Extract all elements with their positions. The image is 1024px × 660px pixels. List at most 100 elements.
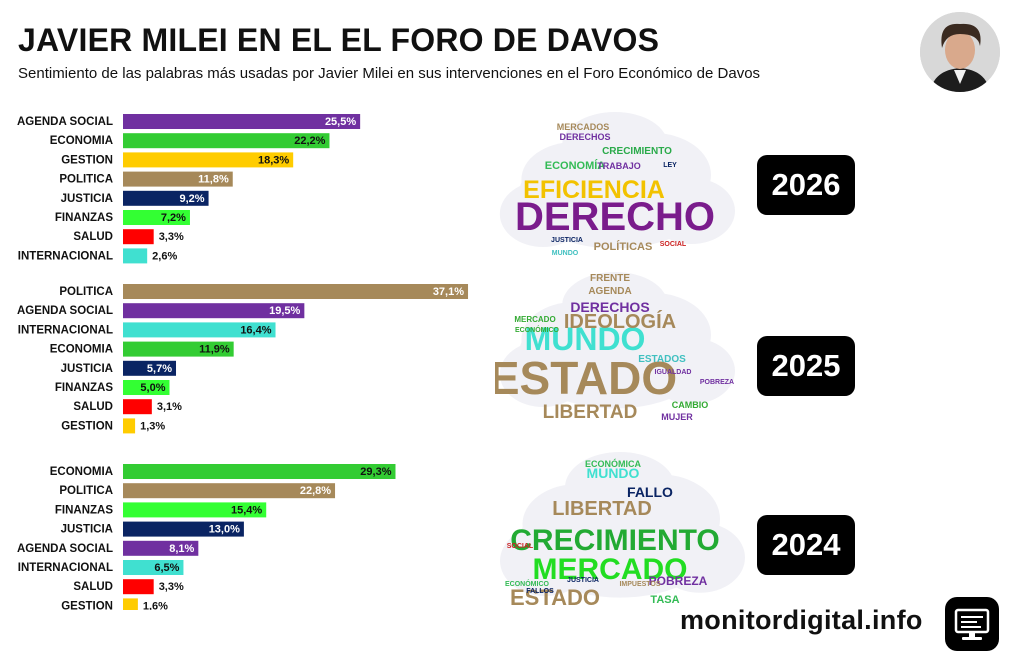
data-label: 25,5% <box>325 116 356 128</box>
category-label: GESTION <box>61 600 113 610</box>
data-label: 3,3% <box>159 581 184 593</box>
cloud-word: FALLO <box>627 484 673 500</box>
bar <box>123 210 190 225</box>
data-label: 5,7% <box>147 363 172 375</box>
cloud-word: MUJER <box>661 412 693 422</box>
cloud-word: MUNDO <box>587 465 640 481</box>
bar-group-2026: AGENDA SOCIAL 25,5% ECONOMIA 22,2% GESTION 18… <box>17 114 361 264</box>
data-label: 16,4% <box>240 324 271 336</box>
cloud-shape <box>648 178 735 244</box>
data-label: 9,2% <box>179 193 204 205</box>
data-label: 15,4% <box>231 504 262 516</box>
cloud-word: LIBERTAD <box>552 498 652 520</box>
cloud-word: ESTADO <box>495 352 677 404</box>
cloud-word: CRECIMIENTO <box>602 146 672 157</box>
bar <box>123 399 152 415</box>
category-label: JUSTICIA <box>61 524 113 536</box>
data-label: 3,3% <box>159 231 184 243</box>
cloud-shape <box>499 181 587 247</box>
category-label: SALUD <box>73 231 113 243</box>
category-label: SALUD <box>73 581 113 593</box>
bar <box>123 171 233 187</box>
bar <box>123 133 330 149</box>
year-badge-2024: 2024 <box>757 515 855 575</box>
category-label: FINANZAS <box>55 504 113 516</box>
bar <box>123 284 469 299</box>
word-cloud-2024: CRECIMIENTO MERCADO LIBERTAD ESTADO FALLO MUN… <box>495 452 745 612</box>
cloud-word: TRABAJO <box>597 161 641 171</box>
data-label: 7,2% <box>161 212 186 224</box>
cloud-shape <box>500 525 590 596</box>
cloud-word: MUNDO <box>525 321 646 357</box>
cloud-shape <box>562 112 668 178</box>
category-label: POLITICA <box>59 485 113 497</box>
brand-name: monitordigital.info <box>680 605 923 635</box>
cloud-word: FALLOS <box>526 588 554 595</box>
category-label: GESTION <box>61 420 113 432</box>
data-label: 3,1% <box>157 401 182 413</box>
cloud-word: TASA <box>650 594 679 606</box>
cloud-word: ESTADO <box>510 585 600 610</box>
data-label: 29,3% <box>360 466 391 478</box>
cloud-word: LIBERTAD <box>543 402 638 422</box>
data-label: 1,3% <box>140 420 165 432</box>
cloud-word: POBREZA <box>700 379 734 386</box>
data-label: 11,8% <box>198 174 229 186</box>
cloud-word: POBREZA <box>649 574 708 588</box>
bar <box>123 322 276 338</box>
category-label: GESTION <box>61 154 113 166</box>
bar <box>123 152 294 168</box>
category-label: AGENDA SOCIAL <box>17 116 113 128</box>
bar <box>123 540 199 556</box>
data-label: 5,0% <box>140 382 165 394</box>
category-label: ECONOMIA <box>50 135 113 147</box>
bar-chart-area: AGENDA SOCIAL 25,5% ECONOMIA 22,2% GESTION 18… <box>17 114 469 610</box>
category-label: ECONOMIA <box>50 466 113 478</box>
data-label: 1,6% <box>143 600 168 610</box>
category-label: FINANZAS <box>55 212 113 224</box>
category-label: FINANZAS <box>55 382 113 394</box>
data-label: 13,0% <box>209 524 240 536</box>
bar <box>123 248 148 264</box>
cloud-word: ECONOMÍA <box>545 159 606 172</box>
cloud-shape <box>655 522 745 593</box>
data-label: 18,3% <box>258 154 289 166</box>
bar <box>123 598 138 610</box>
category-label: JUSTICIA <box>61 363 113 375</box>
bar-group-2024: ECONOMIA 29,3% POLITICA 22,8% FINANZAS 15,4% J… <box>17 464 396 610</box>
category-label: AGENDA SOCIAL <box>17 543 113 555</box>
data-label: 22,8% <box>300 485 331 497</box>
data-label: 11,9% <box>199 344 230 356</box>
page-subtitle: Sentimiento de las palabras más usadas p… <box>18 65 761 82</box>
bar <box>123 418 136 434</box>
cloud-shape <box>499 341 587 407</box>
year-badge-2025: 2025 <box>757 336 855 396</box>
cloud-word: SOCIAL <box>507 543 534 550</box>
data-label: 22,2% <box>294 135 325 147</box>
cloud-shape <box>648 338 735 404</box>
bar <box>123 502 267 518</box>
category-label: INTERNACIONAL <box>18 562 113 574</box>
data-label: 19,5% <box>269 305 300 317</box>
cloud-word: EFICIENCIA <box>523 176 665 204</box>
cloud-word: FRENTE <box>590 273 630 284</box>
cloud-word: ESTADOS <box>638 354 686 365</box>
cloud-word: LEY <box>663 162 677 169</box>
data-label: 2,6% <box>152 250 177 262</box>
bar <box>123 341 234 357</box>
cloud-word: CRECIMIENTO <box>510 524 719 557</box>
year-badge-2026: 2026 <box>757 155 855 215</box>
data-label: 6,5% <box>154 562 179 574</box>
monitor-icon <box>945 597 999 651</box>
category-label: INTERNACIONAL <box>18 250 113 262</box>
bar <box>123 483 336 499</box>
data-label: 8,1% <box>169 543 194 555</box>
category-label: INTERNACIONAL <box>18 324 113 336</box>
portrait-image <box>920 12 1000 92</box>
cloud-word: SOCIAL <box>660 241 687 248</box>
cloud-word: MERCADO <box>514 315 555 324</box>
cloud-word: ECONÓMICO <box>505 579 550 588</box>
cloud-word: MERCADOS <box>557 122 610 132</box>
cloud-shape <box>562 272 668 338</box>
bar <box>123 114 361 129</box>
